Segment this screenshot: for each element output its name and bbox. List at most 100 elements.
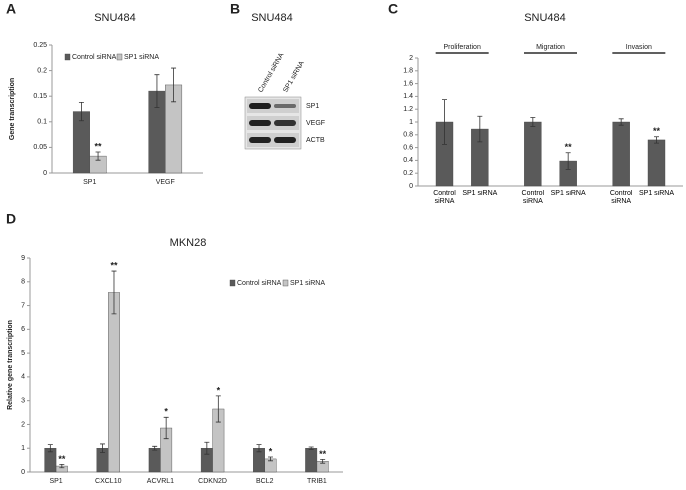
x-tick-label: ACVRL1 <box>147 478 174 485</box>
x-tick-label: CDKN2D <box>198 478 227 485</box>
significance: * <box>217 385 221 395</box>
x-tick-text: SP1 siRNA <box>462 190 498 197</box>
error-bar <box>163 416 169 440</box>
error-bar <box>100 443 106 453</box>
error-bar <box>308 446 314 450</box>
x-tick-label: TRIB1 <box>307 478 327 485</box>
blot <box>244 96 302 150</box>
legend-swatch <box>229 279 236 287</box>
legend-swatch <box>116 53 123 61</box>
significance: ** <box>319 449 327 459</box>
x-tick-label: SP1 siRNA <box>462 190 498 197</box>
error-bar <box>477 115 483 143</box>
x-tick-label: SP1 siRNA <box>639 190 674 197</box>
band-label: VEGF <box>306 120 325 127</box>
chart-title: SNU484 <box>94 12 136 24</box>
x-tick-text: Control siRNA <box>521 190 545 205</box>
error-bar <box>256 444 262 453</box>
x-tick-label: VEGF <box>156 179 175 186</box>
error-bar <box>565 152 571 170</box>
y-tick-label: 3 <box>21 398 25 405</box>
significance: ** <box>58 454 66 464</box>
error-bar <box>47 444 53 453</box>
error-bar <box>59 463 65 469</box>
chart-title: SNU484 <box>524 12 566 24</box>
legend-swatch <box>64 53 71 61</box>
x-tick-text: SP1 siRNA <box>550 190 586 197</box>
x-tick-label: Control siRNA <box>521 190 545 205</box>
error-bar <box>442 99 447 145</box>
significance: ** <box>110 260 118 270</box>
y-tick-label: 0 <box>21 469 25 476</box>
error-bar <box>152 445 158 451</box>
y-tick-label: 2 <box>21 421 25 428</box>
legend-label: SP1 siRNA <box>290 280 325 287</box>
significance: * <box>269 446 273 456</box>
x-tick-text: Control siRNA <box>609 190 633 205</box>
significance: ** <box>565 142 573 152</box>
y-tick-label: 1 <box>409 119 413 126</box>
panel-letter: B <box>230 1 240 17</box>
lane-label: Control siRNA <box>257 52 285 94</box>
y-tick-label: 0.2 <box>37 67 47 74</box>
blot-title: SNU484 <box>251 12 293 24</box>
error-bar <box>654 136 659 144</box>
group-label: Proliferation <box>443 44 480 51</box>
error-bar <box>618 118 624 126</box>
y-tick-label: 0.6 <box>403 144 413 151</box>
band-label: ACTB <box>306 137 325 144</box>
error-bar <box>530 117 536 127</box>
group-label: Invasion <box>626 44 652 51</box>
y-tick-label: 5 <box>21 350 25 357</box>
legend-label: Control siRNA <box>237 280 282 287</box>
bar <box>647 139 666 187</box>
bar <box>305 448 318 473</box>
error-bar <box>111 270 117 315</box>
y-tick-label: 1.4 <box>403 93 413 100</box>
error-bar <box>154 74 160 108</box>
y-tick-label: 6 <box>21 326 25 333</box>
y-tick-label: 0.1 <box>37 119 47 126</box>
error-bar <box>78 101 84 122</box>
y-tick-label: 0.4 <box>403 157 413 164</box>
bar <box>524 121 542 187</box>
x-tick-label: SP1 <box>49 478 62 485</box>
significance: ** <box>653 126 661 136</box>
y-tick-label: 0.05 <box>33 144 47 151</box>
group-label: Migration <box>536 44 565 51</box>
x-tick-label: BCL2 <box>256 478 274 485</box>
legend-swatch <box>282 279 289 287</box>
y-tick-label: 0 <box>43 170 47 177</box>
y-axis-label: Relative gene transcription <box>7 320 14 410</box>
y-tick-label: 0.2 <box>403 170 413 177</box>
y-tick-label: 2 <box>409 55 413 62</box>
y-tick-label: 7 <box>21 302 25 309</box>
bar <box>108 292 120 473</box>
significance: ** <box>95 141 103 151</box>
y-tick-label: 1.2 <box>403 106 413 113</box>
y-tick-label: 1.8 <box>403 68 413 75</box>
lane-label: SP1 siRNA <box>282 60 306 94</box>
error-bar <box>320 458 326 464</box>
bar <box>612 121 630 187</box>
x-tick-label: Control siRNA <box>609 190 633 205</box>
legend-label: Control siRNA <box>72 54 117 61</box>
y-tick-label: 1 <box>21 445 25 452</box>
x-tick-label: SP1 siRNA <box>550 190 586 197</box>
y-tick-label: 9 <box>21 255 25 262</box>
error-bar <box>215 395 221 423</box>
error-bar <box>171 67 177 103</box>
y-axis-label: Gene transcription <box>9 78 16 140</box>
x-tick-label: SP1 <box>83 179 96 186</box>
y-tick-label: 0.15 <box>33 93 47 100</box>
y-tick-label: 4 <box>21 374 25 381</box>
y-tick-label: 1.6 <box>403 80 413 87</box>
panel-letter: D <box>6 211 16 227</box>
error-bar <box>267 456 273 462</box>
y-tick-label: 0 <box>409 183 413 190</box>
x-tick-label: CXCL10 <box>95 478 122 485</box>
significance: * <box>164 407 168 417</box>
legend-label: SP1 siRNA <box>124 54 159 61</box>
